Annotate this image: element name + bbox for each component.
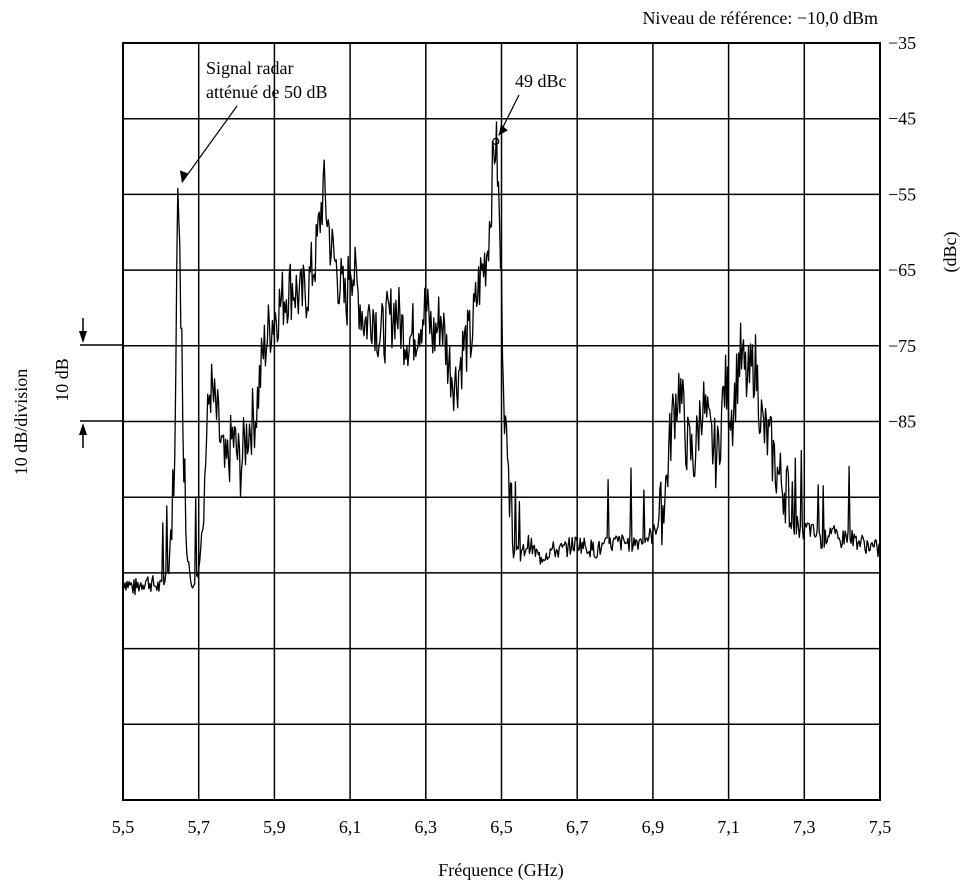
- y-tick-label: −85: [888, 412, 916, 432]
- x-tick-labels: 5,5 5,7 5,9 6,1 6,3 6,5 6,7 6,9 7,1 7,3 7,5: [112, 817, 892, 837]
- scale-marker-label: 10 dB: [52, 358, 72, 402]
- x-axis-label: Fréquence (GHz): [438, 860, 563, 881]
- annotation-arrowhead: [498, 124, 508, 136]
- y-tick-label: −55: [888, 184, 916, 204]
- x-tick-label: 7,5: [869, 817, 892, 837]
- x-tick-label: 5,7: [187, 817, 210, 837]
- y-tick-label: −65: [888, 260, 916, 280]
- y-axis-label: (dBc): [940, 232, 961, 273]
- y-tick-label: −35: [888, 33, 916, 53]
- annotation-arrowhead: [179, 170, 188, 183]
- spectrum-trace: [122, 121, 881, 596]
- y-tick-label: −75: [888, 336, 916, 356]
- peak-marker: [492, 137, 500, 146]
- x-tick-label: 6,3: [415, 817, 438, 837]
- scale-per-division-label: 10 dB/division: [11, 369, 31, 476]
- annotations: Signal radar atténué de 50 dB 49 dBc: [179, 58, 567, 183]
- annotation-text: Signal radar: [206, 58, 293, 78]
- annotation-text: 49 dBc: [515, 71, 567, 91]
- x-tick-label: 6,9: [642, 817, 665, 837]
- reference-level-label: Niveau de référence: −10,0 dBm: [642, 8, 878, 28]
- x-tick-label: 6,5: [490, 817, 513, 837]
- annotation-text: atténué de 50 dB: [206, 82, 327, 102]
- plot-frame: [122, 42, 881, 801]
- x-tick-label: 7,3: [793, 817, 816, 837]
- x-tick-label: 6,1: [339, 817, 362, 837]
- x-tick-label: 5,5: [112, 817, 135, 837]
- y-tick-labels: −35 −45 −55 −65 −75 −85: [888, 33, 916, 432]
- x-tick-label: 7,1: [717, 817, 740, 837]
- annotation-arrow: [181, 105, 238, 183]
- scale-marker: [79, 318, 122, 448]
- y-tick-label: −45: [888, 109, 916, 129]
- x-tick-label: 5,9: [263, 817, 286, 837]
- chart-grid: [123, 43, 880, 800]
- x-tick-label: 6,7: [566, 817, 589, 837]
